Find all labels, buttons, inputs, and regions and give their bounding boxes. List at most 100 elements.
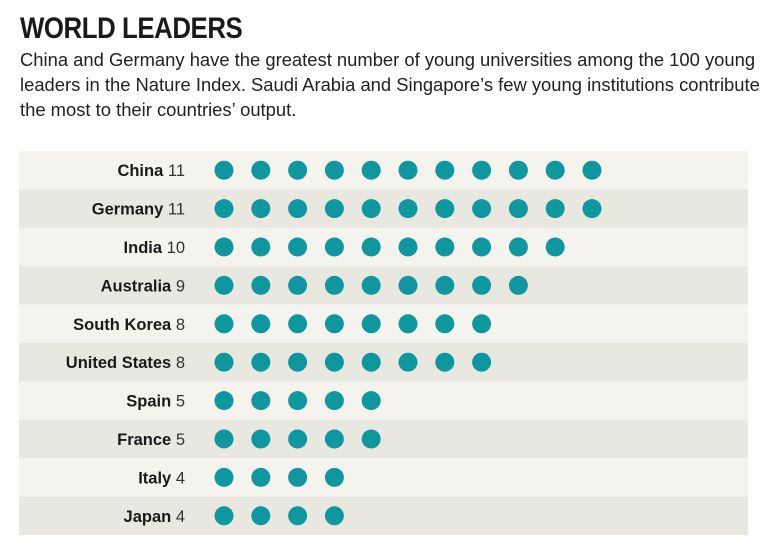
data-dot	[324, 237, 344, 257]
data-dot	[251, 160, 271, 180]
data-dot	[435, 160, 455, 180]
data-dot	[324, 506, 344, 526]
country-name: South Korea	[73, 316, 172, 334]
row-label: Spain 5	[126, 393, 185, 411]
row-background	[19, 151, 748, 190]
country-name: Italy	[138, 469, 172, 487]
data-dot	[361, 391, 381, 411]
data-dot	[214, 506, 234, 526]
data-dot	[324, 352, 344, 372]
data-dot	[288, 237, 308, 257]
data-dot	[324, 314, 344, 334]
data-dot	[435, 352, 455, 372]
data-dot	[214, 429, 234, 449]
data-dot	[214, 467, 234, 487]
country-name: China	[117, 162, 164, 180]
country-count: 8	[171, 354, 185, 372]
row-background	[19, 381, 748, 420]
data-dot	[251, 275, 271, 295]
country-name: Japan	[124, 508, 172, 526]
country-count: 4	[171, 469, 185, 487]
data-dot	[361, 314, 381, 334]
data-dot	[214, 199, 234, 219]
data-dot	[288, 275, 308, 295]
data-dot	[251, 467, 271, 487]
data-dot	[361, 237, 381, 257]
row-label: South Korea 8	[73, 316, 185, 334]
country-count: 8	[171, 316, 185, 334]
row-background	[19, 419, 748, 459]
row-label: Australia 9	[101, 277, 185, 295]
data-dot	[435, 314, 455, 334]
row-label: United States 8	[66, 354, 185, 372]
data-dot	[324, 160, 344, 180]
data-dot	[288, 199, 308, 219]
row-background	[19, 266, 748, 305]
data-dot	[398, 352, 418, 372]
data-dot	[508, 160, 528, 180]
data-dot	[508, 199, 528, 219]
data-dot	[251, 199, 271, 219]
data-dot	[472, 352, 492, 372]
data-dot	[361, 275, 381, 295]
country-name: Germany	[92, 201, 164, 219]
data-dot	[398, 237, 418, 257]
data-dot	[251, 237, 271, 257]
data-dot	[324, 391, 344, 411]
data-dot	[251, 314, 271, 334]
data-dot	[545, 160, 565, 180]
country-count: 9	[171, 277, 185, 295]
row-label: China 11	[117, 162, 185, 180]
chart-subtitle: China and Germany have the greatest numb…	[20, 49, 760, 120]
row-label: France 5	[117, 431, 185, 449]
data-dot	[288, 160, 308, 180]
data-dot	[398, 160, 418, 180]
data-dot	[435, 237, 455, 257]
data-dot	[508, 275, 528, 295]
data-dot	[214, 237, 234, 257]
row-background	[19, 304, 748, 343]
data-dot	[251, 506, 271, 526]
data-dot	[251, 352, 271, 372]
data-dot	[324, 275, 344, 295]
data-dot	[398, 199, 418, 219]
data-dot	[545, 237, 565, 257]
row-background	[19, 343, 748, 382]
country-count: 11	[163, 201, 185, 219]
country-name: Spain	[126, 393, 171, 411]
country-count: 11	[163, 162, 185, 180]
country-count: 5	[171, 431, 185, 449]
data-dot	[324, 429, 344, 449]
data-dot	[214, 352, 234, 372]
data-dot	[361, 160, 381, 180]
data-dot	[251, 391, 271, 411]
row-label: Japan 4	[124, 508, 185, 526]
data-dot	[288, 467, 308, 487]
country-name: France	[117, 431, 171, 449]
country-name: Australia	[101, 277, 172, 295]
data-dot	[288, 391, 308, 411]
data-dot	[288, 314, 308, 334]
data-dot	[545, 199, 565, 219]
country-name: United States	[66, 354, 171, 372]
row-background	[19, 227, 748, 267]
data-dot	[324, 199, 344, 219]
data-dot	[288, 352, 308, 372]
data-dot	[398, 314, 418, 334]
data-dot	[508, 237, 528, 257]
country-name: India	[124, 239, 163, 257]
data-dot	[435, 275, 455, 295]
data-dot	[361, 352, 381, 372]
row-label: India 10	[124, 239, 185, 257]
chart-title: WORLD LEADERS	[20, 12, 243, 45]
data-dot	[214, 391, 234, 411]
data-dot	[472, 160, 492, 180]
row-background	[19, 496, 748, 535]
data-dot	[472, 237, 492, 257]
data-dot	[472, 199, 492, 219]
data-dot	[435, 199, 455, 219]
data-dot	[288, 506, 308, 526]
data-dot	[582, 160, 602, 180]
